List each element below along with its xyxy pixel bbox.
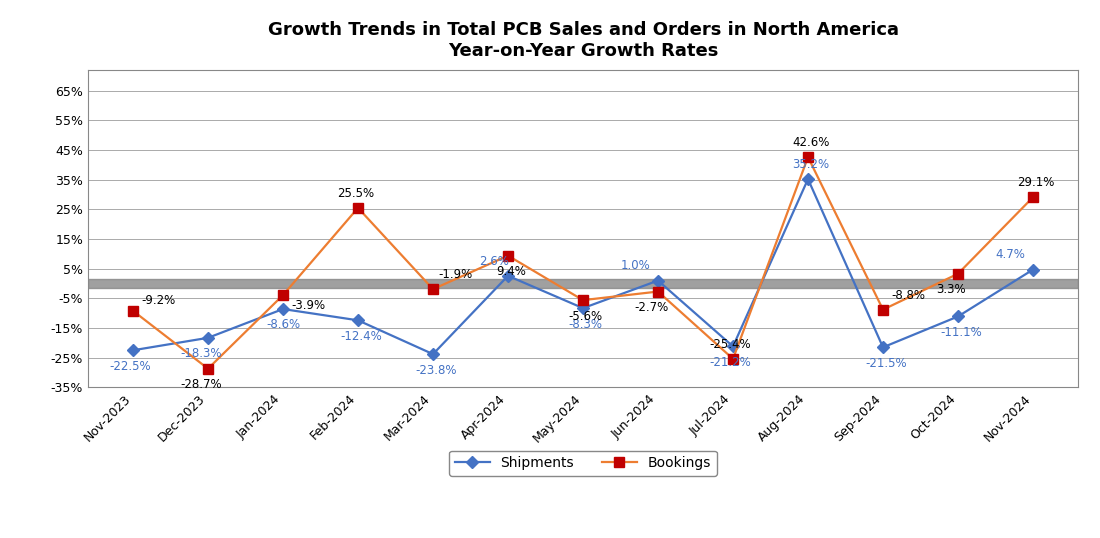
Text: -8.3%: -8.3% xyxy=(569,317,603,330)
Text: -5.6%: -5.6% xyxy=(569,309,603,323)
Text: -11.1%: -11.1% xyxy=(939,326,981,339)
Text: 2.6%: 2.6% xyxy=(480,254,509,268)
Shipments xyxy=(276,306,289,312)
Text: -18.3%: -18.3% xyxy=(180,347,222,360)
Shipments xyxy=(1026,266,1039,273)
Text: -8.6%: -8.6% xyxy=(266,318,300,331)
Text: 42.6%: 42.6% xyxy=(792,136,829,149)
Bookings xyxy=(126,308,140,314)
Shipments xyxy=(576,305,590,312)
Bookings xyxy=(802,154,815,160)
Text: -9.2%: -9.2% xyxy=(141,294,175,307)
Shipments xyxy=(201,335,214,341)
Bookings xyxy=(877,307,890,313)
Legend: Shipments, Bookings: Shipments, Bookings xyxy=(449,450,717,476)
Bookings xyxy=(651,288,664,295)
Text: -8.8%: -8.8% xyxy=(891,288,925,301)
Text: -3.9%: -3.9% xyxy=(290,299,326,312)
Text: -12.4%: -12.4% xyxy=(340,330,382,343)
Text: 25.5%: 25.5% xyxy=(337,187,374,200)
Line: Bookings: Bookings xyxy=(128,152,1038,373)
Title: Growth Trends in Total PCB Sales and Orders in North America
Year-on-Year Growth: Growth Trends in Total PCB Sales and Ord… xyxy=(267,22,899,60)
Text: -22.5%: -22.5% xyxy=(109,360,151,373)
Text: 3.3%: 3.3% xyxy=(936,283,966,296)
Bookings xyxy=(1026,194,1039,201)
Bookings xyxy=(201,365,214,372)
Bar xyxy=(88,279,1078,288)
Shipments xyxy=(877,344,890,351)
Text: 9.4%: 9.4% xyxy=(496,265,526,278)
Shipments xyxy=(802,176,815,182)
Bookings xyxy=(427,286,440,292)
Shipments xyxy=(502,273,515,279)
Shipments xyxy=(126,347,140,353)
Bookings xyxy=(351,204,364,211)
Shipments xyxy=(351,317,364,323)
Text: -21.5%: -21.5% xyxy=(865,357,906,370)
Text: 1.0%: 1.0% xyxy=(620,259,651,272)
Text: -23.8%: -23.8% xyxy=(415,364,456,377)
Shipments xyxy=(726,343,739,350)
Shipments xyxy=(952,313,965,320)
Shipments xyxy=(651,277,664,284)
Text: -1.9%: -1.9% xyxy=(438,268,472,281)
Text: 29.1%: 29.1% xyxy=(1018,176,1055,189)
Bookings xyxy=(726,356,739,362)
Bookings xyxy=(952,271,965,277)
Text: 35.2%: 35.2% xyxy=(792,158,829,171)
Text: -28.7%: -28.7% xyxy=(180,378,222,391)
Text: 4.7%: 4.7% xyxy=(996,249,1025,261)
Bookings xyxy=(576,297,590,303)
Text: -2.7%: -2.7% xyxy=(634,301,668,314)
Bookings xyxy=(276,292,289,299)
Text: -21.2%: -21.2% xyxy=(710,356,751,369)
Line: Shipments: Shipments xyxy=(129,175,1037,358)
Bookings xyxy=(502,252,515,259)
Shipments xyxy=(427,351,440,357)
Text: -25.4%: -25.4% xyxy=(710,338,751,351)
